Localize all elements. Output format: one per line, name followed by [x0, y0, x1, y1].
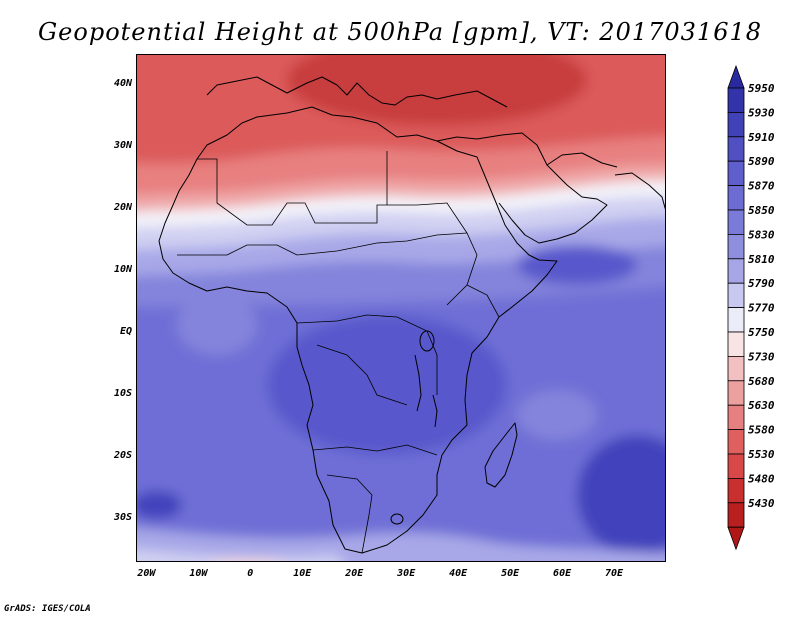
- lon-tick-label: 20E: [345, 568, 364, 579]
- lat-tick-label: 20S: [113, 449, 132, 461]
- field-south-pale-blue: [137, 548, 342, 561]
- lon-tick-label: 0: [247, 568, 254, 579]
- colorbar-level-label: 5750: [748, 326, 775, 339]
- colorbar-level-label: 5630: [748, 399, 775, 412]
- lon-tick-label: 70E: [605, 568, 624, 579]
- colorbar-swatch: [727, 87, 745, 113]
- lat-tick-label: 20N: [113, 201, 132, 213]
- colorbar-swatch: [727, 209, 745, 235]
- lat-tick-label: 10N: [113, 263, 132, 275]
- field-south-white: [226, 560, 268, 561]
- colorbar-level-label: 5580: [748, 424, 775, 437]
- colorbar-level-label: 5680: [748, 375, 775, 388]
- colorbar-swatch: [727, 380, 745, 406]
- field-red-low: [157, 92, 237, 148]
- lon-tick-label: 10W: [189, 568, 208, 579]
- colorbar-level-label: 5830: [748, 228, 775, 241]
- border-horn: [466, 284, 500, 318]
- colorbar-level-label: 5730: [748, 350, 775, 363]
- lon-tick-label: 40E: [449, 568, 468, 579]
- colorbar-level-label: 5890: [748, 155, 775, 168]
- colorbar-level-label: 5770: [748, 302, 775, 315]
- colorbar-swatch: [727, 112, 745, 138]
- lake-tanganyika: [414, 354, 422, 412]
- lon-tick-label: 50E: [501, 568, 520, 579]
- lesotho-outline: [390, 513, 404, 525]
- coastlines: [158, 76, 665, 554]
- field-deep-blue-central: [267, 315, 507, 455]
- colorbar-level-label: 5930: [748, 106, 775, 119]
- lon-tick-label: 20W: [137, 568, 156, 579]
- field-white-band: [137, 179, 665, 228]
- country-borders: [177, 151, 500, 554]
- colorbar-swatch: [727, 355, 745, 382]
- colorbar-swatch: [727, 136, 745, 162]
- border-central: [296, 314, 438, 395]
- colorbar-swatch: [727, 453, 745, 479]
- colorbar-swatch: [727, 282, 745, 308]
- lat-tick-label: 10S: [113, 387, 132, 399]
- india-coastline: [614, 172, 665, 210]
- height-field: [137, 55, 665, 561]
- field-blue-indian: [517, 390, 597, 440]
- lon-tick-label: 60E: [553, 568, 572, 579]
- border-congo: [316, 344, 408, 406]
- field-deep-blue-arabian-sea: [517, 245, 637, 285]
- africa-coastline: [158, 106, 558, 554]
- lat-tick-label: 40N: [113, 77, 132, 89]
- colorbar-swatch: [727, 185, 745, 211]
- border-southern-africa: [326, 474, 373, 554]
- field-darkest-blue-west: [137, 491, 182, 519]
- geopotential-map: [137, 55, 665, 561]
- colorbar-level-label: 5430: [748, 497, 775, 510]
- border-south: [312, 444, 438, 456]
- lon-tick-label: 10E: [293, 568, 312, 579]
- colorbar-swatch: [727, 160, 745, 186]
- colorbar-level-label: 5910: [748, 131, 775, 144]
- field-pale-blue-band: [137, 196, 665, 250]
- colorbar-level-label: 5790: [748, 277, 775, 290]
- colorbar-swatch: [727, 477, 745, 504]
- field-south-light-blue: [137, 527, 665, 561]
- colorbar-swatch: [727, 307, 745, 333]
- lat-tick-label: 30N: [113, 139, 132, 151]
- colorbar-level-label: 5850: [748, 204, 775, 217]
- field-light-blue-band: [137, 217, 665, 276]
- arabia-coastline: [436, 132, 608, 244]
- europe-coastline: [206, 76, 508, 108]
- border-sahel: [177, 232, 468, 256]
- field-red-core: [287, 55, 587, 125]
- field-blue-atlantic: [177, 295, 257, 355]
- colorbar-swatch: [727, 331, 745, 357]
- colorbar-level-label: 5810: [748, 253, 775, 266]
- colorbar-level-label: 5480: [748, 472, 775, 485]
- colorbar-level-label: 5950: [748, 82, 775, 95]
- map-frame: [136, 54, 666, 562]
- colorbar-swatch: [727, 429, 745, 455]
- lon-tick-label: 30E: [397, 568, 416, 579]
- lat-tick-label: 30S: [113, 511, 132, 523]
- lat-tick-label: EQ: [119, 325, 132, 337]
- colorbar-level-label: 5530: [748, 448, 775, 461]
- field-darkest-blue-east: [577, 435, 665, 555]
- colorbar-swatch: [727, 258, 745, 284]
- grads-credit: GrADS: IGES/COLA: [4, 604, 91, 614]
- field-pink-band: [137, 164, 665, 212]
- persian-gulf-coastline: [546, 152, 618, 168]
- colorbar-top-arrow: [727, 64, 745, 89]
- plot-title: Geopotential Height at 500hPa [gpm], VT:…: [38, 18, 762, 46]
- colorbar-bottom-arrow: [727, 526, 745, 551]
- border-sahara: [197, 151, 388, 226]
- colorbar-swatch: [727, 233, 745, 260]
- colorbar: 5950 5930 5910 5890 5870 5850 5830 5810 5790 5770…: [727, 64, 775, 551]
- colorbar-swatch: [727, 404, 745, 431]
- lake-malawi: [432, 394, 438, 428]
- colorbar-swatch: [727, 502, 745, 528]
- colorbar-level-label: 5870: [748, 180, 775, 193]
- madagascar-coastline: [484, 422, 518, 488]
